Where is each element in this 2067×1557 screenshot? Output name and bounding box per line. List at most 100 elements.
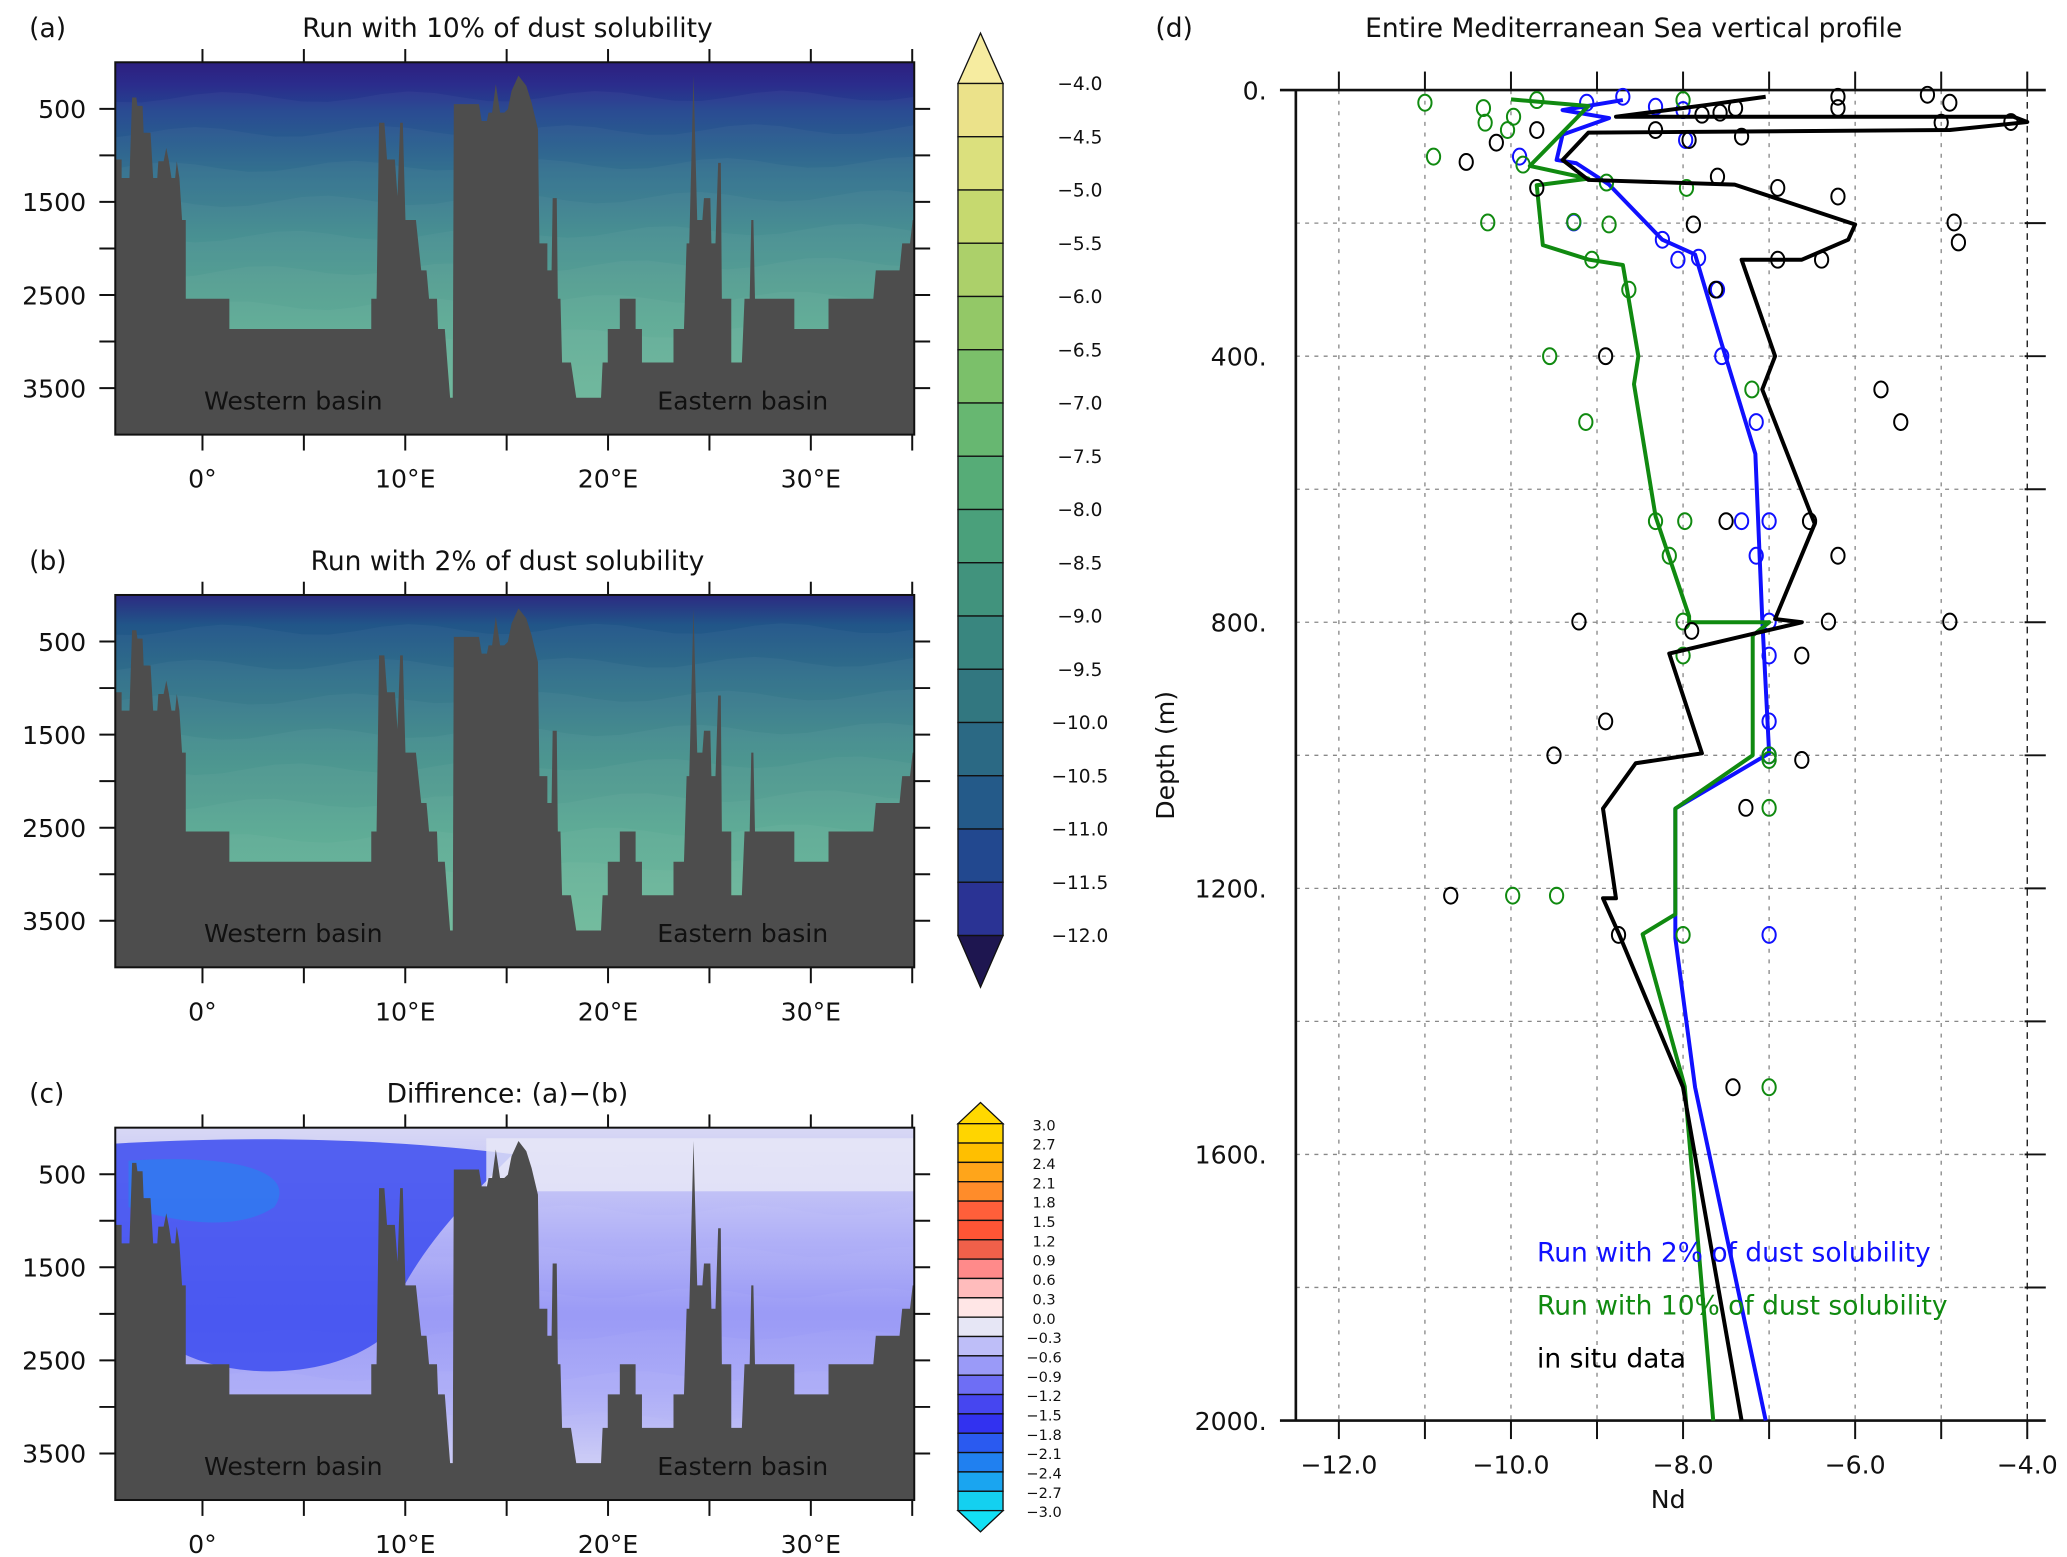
data-point — [1748, 413, 1764, 431]
western-basin-label: Western basin — [204, 919, 383, 948]
colorbar-label: −11.5 — [1051, 873, 1108, 894]
colorbar-swatch — [957, 1297, 1004, 1318]
panel-c-title: Diffirence: (a)−(b) — [387, 1078, 629, 1109]
eastern-basin-label: Eastern basin — [657, 1452, 828, 1481]
colorbar-top-triangle — [956, 1101, 1005, 1125]
colorbar-label: 0.3 — [1033, 1291, 1056, 1308]
colorbar-swatch — [957, 1413, 1004, 1434]
data-point — [1873, 380, 1889, 399]
colorbar-swatch — [957, 775, 1004, 830]
section-panel-a: 500 1500 2500 3500 0° 10°E 20°E 30°E Western bas… — [22, 49, 931, 494]
colorbar-swatch — [957, 1161, 1004, 1183]
x-tick-label: −12.0 — [1300, 1451, 1377, 1480]
data-point — [1708, 280, 1724, 299]
data-point — [1738, 798, 1754, 817]
colorbar-label: −6.0 — [1057, 287, 1102, 308]
colorbar-swatch — [957, 136, 1004, 191]
x-tick-label: 10°E — [375, 465, 435, 494]
x-tick-label: −10.0 — [1472, 1451, 1549, 1480]
colorbar-label: 0.0 — [1033, 1311, 1056, 1328]
data-point — [1610, 925, 1627, 944]
colorbar-swatch — [957, 881, 1004, 937]
colorbar-label: −0.9 — [1026, 1369, 1061, 1386]
data-point — [1443, 886, 1459, 905]
section-panels: 500 1500 2500 3500 0° 10°E 20°E 30°E Western bas… — [22, 49, 931, 1557]
colorbar-swatch — [957, 1490, 1004, 1512]
data-point — [1770, 178, 1786, 197]
panel-d-ylabel: Depth (m) — [1151, 691, 1180, 820]
seafloor-bathymetry — [115, 608, 915, 968]
colorbar-swatch — [957, 1335, 1004, 1357]
colorbar-label: −8.0 — [1057, 500, 1102, 521]
colorbar-label: −5.5 — [1057, 234, 1102, 255]
x-tick-label: −6.0 — [1825, 1451, 1886, 1480]
colorbar-swatch — [957, 1219, 1004, 1241]
data-point — [1830, 546, 1846, 565]
panel-a-label: (a) — [29, 13, 66, 44]
colorbar-swatch — [957, 668, 1004, 724]
data-point — [1733, 512, 1750, 531]
colorbar-label: −10.5 — [1051, 766, 1108, 787]
colorbar-label: −6.5 — [1057, 340, 1102, 361]
x-tick-label: 30°E — [781, 1530, 841, 1557]
data-point — [1480, 213, 1496, 232]
colorbar-label: −12.0 — [1051, 926, 1108, 947]
data-point — [1794, 646, 1810, 665]
colorbar-nd: −4.0 −4.5 −5.0 −5.5 −6.0 −6.5 −7.0 −7.5 −8.0 −8.5… — [956, 31, 1108, 989]
data-point — [1677, 512, 1693, 531]
x-tick-label: 20°E — [578, 465, 638, 494]
colorbar-bottom-triangle — [956, 934, 1005, 989]
data-point — [1942, 93, 1958, 112]
panel-b-title: Run with 2% of dust solubility — [311, 546, 705, 577]
colorbar-label: 1.5 — [1033, 1214, 1056, 1231]
data-point — [1615, 87, 1631, 106]
colorbar-label: 2.4 — [1033, 1156, 1056, 1173]
colorbar-swatch — [957, 721, 1004, 777]
colorbar-label: −4.0 — [1057, 74, 1102, 95]
data-point — [1761, 751, 1777, 769]
colorbar-top-triangle — [956, 31, 1005, 85]
y-tick-label: 1500 — [22, 1254, 86, 1283]
colorbar-swatch — [957, 242, 1004, 298]
colorbar-label: −8.5 — [1057, 553, 1102, 574]
legend-in-situ: in situ data — [1537, 1344, 1686, 1375]
y-tick-label: 0. — [1243, 76, 1267, 105]
data-point — [1548, 886, 1565, 905]
data-point — [1654, 230, 1671, 249]
colorbar-swatch — [957, 189, 1004, 244]
colorbar-swatch — [957, 1142, 1004, 1164]
western-basin-label: Western basin — [204, 1452, 383, 1481]
data-point — [1830, 187, 1846, 206]
data-point — [1579, 93, 1595, 112]
data-point — [1675, 925, 1691, 944]
y-tick-label: 800. — [1211, 609, 1267, 638]
data-point — [1578, 413, 1594, 431]
data-point — [1761, 798, 1777, 817]
colorbar-label: 2.7 — [1033, 1137, 1056, 1154]
data-point — [1505, 107, 1522, 126]
panel-d-xlabel: Nd — [1651, 1485, 1686, 1514]
colorbar-label: −1.8 — [1026, 1427, 1061, 1444]
colorbar-label: −5.0 — [1057, 181, 1102, 202]
data-point — [1566, 212, 1582, 231]
eastern-basin-label: Eastern basin — [657, 386, 828, 415]
colorbar-label: −0.3 — [1026, 1330, 1061, 1347]
data-point — [1794, 751, 1810, 769]
y-tick-label: 1500 — [22, 721, 86, 750]
data-point — [1458, 153, 1474, 171]
panel-d-title: Entire Mediterranean Sea vertical profil… — [1365, 13, 1902, 44]
data-point — [1761, 1078, 1777, 1097]
series-2 — [1443, 85, 2030, 1421]
profile-line — [1560, 94, 2030, 1421]
data-point — [1718, 512, 1734, 531]
colorbars: −4.0 −4.5 −5.0 −5.5 −6.0 −6.5 −7.0 −7.5 −8.0 −8.5… — [956, 31, 1108, 1533]
colorbar-label: −9.0 — [1057, 607, 1102, 628]
data-point — [1950, 233, 1967, 252]
x-tick-label: 30°E — [781, 465, 841, 494]
weak-anomaly-region — [486, 1138, 915, 1192]
strong-anomaly-region — [128, 1159, 280, 1223]
data-point — [1761, 512, 1777, 531]
x-tick-label: −4.0 — [1997, 1451, 2058, 1480]
data-point — [1417, 93, 1433, 112]
legend-2pct: Run with 2% of dust solubility — [1537, 1238, 1931, 1269]
